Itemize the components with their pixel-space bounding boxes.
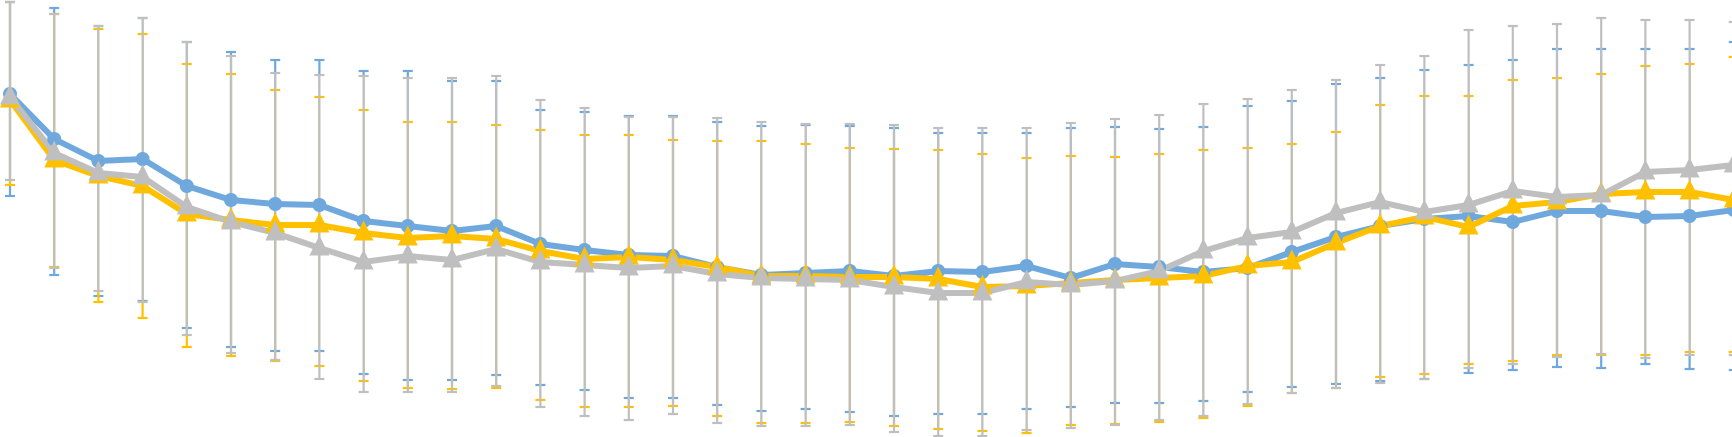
data-point: [1458, 214, 1479, 235]
data-point: [530, 238, 551, 259]
data-point: [1105, 268, 1125, 289]
data-point: [1149, 258, 1170, 279]
data-point: [1370, 189, 1391, 210]
data-point: [530, 249, 551, 270]
data-point: [1237, 253, 1258, 274]
data-point: [265, 220, 286, 241]
series-line-3: [7, 94, 1732, 296]
data-point: [1108, 257, 1122, 271]
data-point: [972, 280, 993, 301]
data-point: [707, 261, 728, 282]
data-point: [1591, 182, 1612, 203]
data-point: [1679, 179, 1700, 200]
data-point: [1016, 269, 1037, 290]
data-point: [1193, 263, 1214, 284]
data-point: [1326, 230, 1346, 251]
data-point: [1281, 249, 1302, 270]
data-point: [44, 140, 65, 161]
data-point: [179, 179, 194, 193]
data-point: [397, 243, 418, 264]
data-point: [618, 244, 639, 265]
data-point: [88, 160, 109, 181]
data-point: [1458, 192, 1479, 213]
data-point: [1505, 215, 1520, 229]
data-point: [928, 280, 949, 301]
data-point: [1723, 191, 1732, 208]
data-point: [1019, 259, 1034, 273]
data-point: [1237, 225, 1258, 246]
data-point: [309, 212, 330, 233]
data-point: [1635, 179, 1656, 200]
data-point: [1060, 272, 1081, 293]
data-point: [312, 198, 327, 212]
data-point: [135, 152, 150, 166]
data-point: [486, 236, 507, 257]
data-point: [176, 194, 197, 215]
data-point: [1723, 156, 1732, 173]
data-point: [489, 219, 504, 233]
data-point: [928, 266, 949, 287]
data-point: [1635, 159, 1656, 180]
data-point: [574, 252, 595, 273]
data-point: [221, 209, 241, 230]
data-point: [397, 225, 418, 246]
data-point: [618, 255, 639, 276]
data-point: [1326, 200, 1346, 221]
data-point: [1679, 157, 1700, 178]
data-point: [884, 274, 904, 295]
data-point: [442, 247, 462, 268]
data-point: [1547, 184, 1567, 205]
data-point: [0, 84, 20, 105]
data-point: [353, 220, 374, 241]
data-point: [1281, 219, 1302, 240]
series-markers: [0, 84, 1732, 301]
series-lines: [7, 91, 1732, 296]
data-point: [751, 265, 772, 286]
data-point: [1682, 209, 1697, 223]
data-point: [795, 266, 816, 287]
data-point: [1502, 193, 1523, 214]
data-point: [132, 164, 153, 185]
data-point: [1370, 213, 1391, 234]
data-point: [839, 267, 860, 288]
data-point: [442, 223, 462, 244]
data-point: [1638, 210, 1653, 224]
data-point: [1414, 199, 1435, 220]
data-point: [1502, 178, 1523, 199]
data-point: [224, 193, 238, 207]
data-point: [975, 265, 990, 279]
data-point: [353, 249, 374, 270]
data-point: [309, 235, 330, 256]
data-point: [47, 132, 62, 146]
data-point: [268, 197, 283, 211]
data-point: [1594, 204, 1609, 218]
data-point: [1193, 238, 1214, 259]
data-point: [663, 253, 683, 274]
series-line-1: [7, 91, 1732, 281]
series-line-2: [7, 97, 1732, 290]
